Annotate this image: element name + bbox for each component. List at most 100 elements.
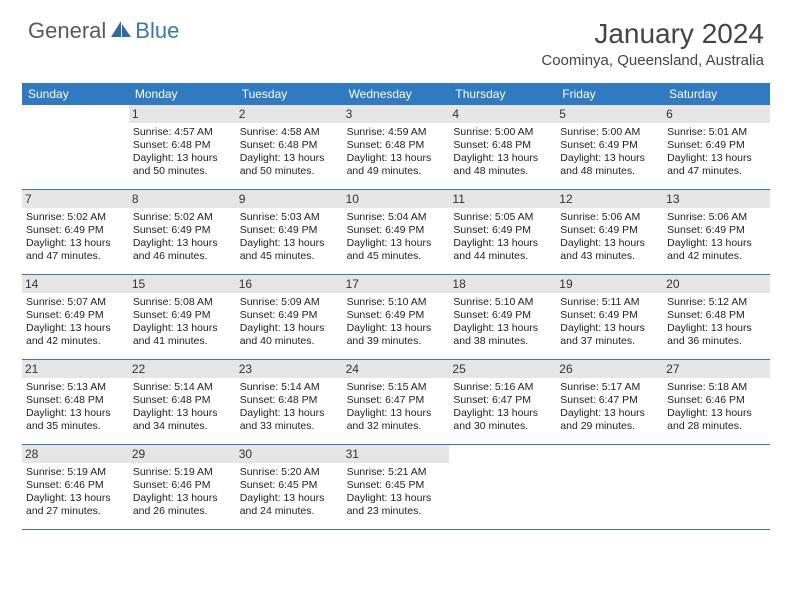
sunset-line: Sunset: 6:45 PM [240, 479, 339, 492]
day-info: Sunrise: 5:20 AMSunset: 6:45 PMDaylight:… [240, 466, 339, 519]
day-cell: 25Sunrise: 5:16 AMSunset: 6:47 PMDayligh… [449, 360, 556, 444]
sunrise-line: Sunrise: 5:02 AM [26, 211, 125, 224]
daylight-line: Daylight: 13 hours and 34 minutes. [133, 407, 232, 433]
daylight-line: Daylight: 13 hours and 43 minutes. [560, 237, 659, 263]
day-cell: 24Sunrise: 5:15 AMSunset: 6:47 PMDayligh… [343, 360, 450, 444]
day-cell: 12Sunrise: 5:06 AMSunset: 6:49 PMDayligh… [556, 190, 663, 274]
sunrise-line: Sunrise: 5:08 AM [133, 296, 232, 309]
day-number: 12 [556, 190, 663, 208]
day-number: 23 [236, 360, 343, 378]
day-cell: 28Sunrise: 5:19 AMSunset: 6:46 PMDayligh… [22, 445, 129, 529]
sunrise-line: Sunrise: 5:04 AM [347, 211, 446, 224]
daylight-line: Daylight: 13 hours and 29 minutes. [560, 407, 659, 433]
day-info: Sunrise: 5:16 AMSunset: 6:47 PMDaylight:… [453, 381, 552, 434]
sunset-line: Sunset: 6:49 PM [667, 224, 766, 237]
sunrise-line: Sunrise: 5:18 AM [667, 381, 766, 394]
sunset-line: Sunset: 6:49 PM [133, 224, 232, 237]
day-number: 18 [449, 275, 556, 293]
daylight-line: Daylight: 13 hours and 30 minutes. [453, 407, 552, 433]
sunset-line: Sunset: 6:49 PM [560, 224, 659, 237]
day-info: Sunrise: 5:00 AMSunset: 6:49 PMDaylight:… [560, 126, 659, 179]
sunrise-line: Sunrise: 5:21 AM [347, 466, 446, 479]
sunrise-line: Sunrise: 5:20 AM [240, 466, 339, 479]
daylight-line: Daylight: 13 hours and 23 minutes. [347, 492, 446, 518]
day-cell: 26Sunrise: 5:17 AMSunset: 6:47 PMDayligh… [556, 360, 663, 444]
sunset-line: Sunset: 6:48 PM [26, 394, 125, 407]
daylight-line: Daylight: 13 hours and 39 minutes. [347, 322, 446, 348]
sunset-line: Sunset: 6:49 PM [560, 139, 659, 152]
sunrise-line: Sunrise: 5:00 AM [560, 126, 659, 139]
day-info: Sunrise: 4:58 AMSunset: 6:48 PMDaylight:… [240, 126, 339, 179]
day-info: Sunrise: 5:14 AMSunset: 6:48 PMDaylight:… [240, 381, 339, 434]
day-cell: 27Sunrise: 5:18 AMSunset: 6:46 PMDayligh… [663, 360, 770, 444]
daylight-line: Daylight: 13 hours and 37 minutes. [560, 322, 659, 348]
logo-text-general: General [28, 18, 106, 44]
sunrise-line: Sunrise: 5:13 AM [26, 381, 125, 394]
sunset-line: Sunset: 6:46 PM [133, 479, 232, 492]
day-info: Sunrise: 5:14 AMSunset: 6:48 PMDaylight:… [133, 381, 232, 434]
daylight-line: Daylight: 13 hours and 47 minutes. [667, 152, 766, 178]
sunset-line: Sunset: 6:45 PM [347, 479, 446, 492]
calendar: SundayMondayTuesdayWednesdayThursdayFrid… [22, 83, 770, 530]
day-cell: 14Sunrise: 5:07 AMSunset: 6:49 PMDayligh… [22, 275, 129, 359]
day-header: Monday [129, 84, 236, 105]
day-number: 22 [129, 360, 236, 378]
day-number: 26 [556, 360, 663, 378]
day-number: 2 [236, 105, 343, 123]
day-number: 31 [343, 445, 450, 463]
day-number: 27 [663, 360, 770, 378]
daylight-line: Daylight: 13 hours and 35 minutes. [26, 407, 125, 433]
sunrise-line: Sunrise: 5:10 AM [453, 296, 552, 309]
sunset-line: Sunset: 6:49 PM [347, 309, 446, 322]
day-info: Sunrise: 5:05 AMSunset: 6:49 PMDaylight:… [453, 211, 552, 264]
daylight-line: Daylight: 13 hours and 44 minutes. [453, 237, 552, 263]
daylight-line: Daylight: 13 hours and 26 minutes. [133, 492, 232, 518]
sunrise-line: Sunrise: 4:57 AM [133, 126, 232, 139]
day-info: Sunrise: 5:02 AMSunset: 6:49 PMDaylight:… [133, 211, 232, 264]
sunrise-line: Sunrise: 5:14 AM [133, 381, 232, 394]
day-number: 3 [343, 105, 450, 123]
sunset-line: Sunset: 6:49 PM [26, 224, 125, 237]
daylight-line: Daylight: 13 hours and 47 minutes. [26, 237, 125, 263]
day-cell: 7Sunrise: 5:02 AMSunset: 6:49 PMDaylight… [22, 190, 129, 274]
sunset-line: Sunset: 6:49 PM [667, 139, 766, 152]
sunrise-line: Sunrise: 5:07 AM [26, 296, 125, 309]
sunset-line: Sunset: 6:49 PM [240, 224, 339, 237]
sunset-line: Sunset: 6:48 PM [240, 394, 339, 407]
day-number: 16 [236, 275, 343, 293]
day-info: Sunrise: 5:07 AMSunset: 6:49 PMDaylight:… [26, 296, 125, 349]
day-cell: 8 Sunrise: 5:02 AMSunset: 6:49 PMDaylight… [129, 190, 236, 274]
day-number: 1 [129, 105, 236, 123]
day-number: 4 [449, 105, 556, 123]
day-number: 21 [22, 360, 129, 378]
day-info: Sunrise: 5:11 AMSunset: 6:49 PMDaylight:… [560, 296, 659, 349]
day-number: 30 [236, 445, 343, 463]
sunrise-line: Sunrise: 5:17 AM [560, 381, 659, 394]
day-info: Sunrise: 5:19 AMSunset: 6:46 PMDaylight:… [26, 466, 125, 519]
day-cell: 9Sunrise: 5:03 AMSunset: 6:49 PMDaylight… [236, 190, 343, 274]
day-cell: . [449, 445, 556, 529]
day-info: Sunrise: 5:03 AMSunset: 6:49 PMDaylight:… [240, 211, 339, 264]
day-info: Sunrise: 5:13 AMSunset: 6:48 PMDaylight:… [26, 381, 125, 434]
sunset-line: Sunset: 6:48 PM [133, 394, 232, 407]
day-info: Sunrise: 5:12 AMSunset: 6:48 PMDaylight:… [667, 296, 766, 349]
day-number: 8 [129, 190, 236, 208]
daylight-line: Daylight: 13 hours and 49 minutes. [347, 152, 446, 178]
daylight-line: Daylight: 13 hours and 42 minutes. [667, 237, 766, 263]
daylight-line: Daylight: 13 hours and 36 minutes. [667, 322, 766, 348]
day-cell: 23 Sunrise: 5:14 AMSunset: 6:48 PMDayligh… [236, 360, 343, 444]
daylight-line: Daylight: 13 hours and 32 minutes. [347, 407, 446, 433]
logo: General Blue [28, 18, 179, 44]
daylight-line: Daylight: 13 hours and 46 minutes. [133, 237, 232, 263]
day-info: Sunrise: 5:21 AMSunset: 6:45 PMDaylight:… [347, 466, 446, 519]
day-cell: . [22, 105, 129, 189]
day-cell: 18Sunrise: 5:10 AMSunset: 6:49 PMDayligh… [449, 275, 556, 359]
sunrise-line: Sunrise: 4:58 AM [240, 126, 339, 139]
day-cell: 11Sunrise: 5:05 AMSunset: 6:49 PMDayligh… [449, 190, 556, 274]
day-cell: 21 Sunrise: 5:13 AMSunset: 6:48 PMDayligh… [22, 360, 129, 444]
sunset-line: Sunset: 6:49 PM [560, 309, 659, 322]
daylight-line: Daylight: 13 hours and 45 minutes. [240, 237, 339, 263]
sunset-line: Sunset: 6:48 PM [347, 139, 446, 152]
daylight-line: Daylight: 13 hours and 50 minutes. [240, 152, 339, 178]
day-header: Saturday [663, 84, 770, 105]
